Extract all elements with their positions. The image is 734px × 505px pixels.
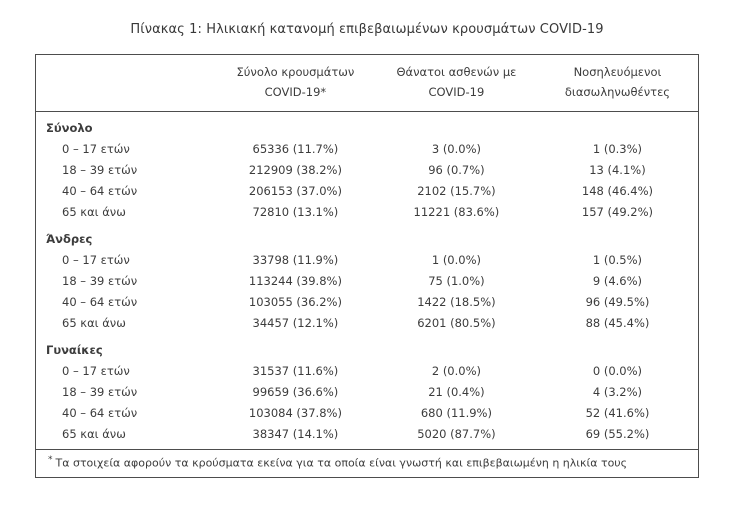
footnote: * Τα στοιχεία αφορούν τα κρούσματα εκείνα… <box>36 449 698 477</box>
cell-value: 6201 (80.5%) <box>417 316 496 331</box>
table-row: 65 και άνω 72810 (13.1%) 11221 (83.6%) 157 … <box>36 202 698 223</box>
section-label: Άνδρες <box>46 232 93 247</box>
row-label: 65 και άνω <box>62 316 126 331</box>
header-col-intubated: Νοσηλευόμενοι διασωληνωθέντες <box>536 55 698 113</box>
section-row: Σύνολο <box>36 112 698 140</box>
cell-value: 99659 (36.6%) <box>252 385 339 400</box>
header-row: Σύνολο κρουσμάτων COVID-19* Θάνατοι ασθε… <box>36 55 698 113</box>
table-row: 18 – 39 ετών 99659 (36.6%) 21 (0.4%) 4 (3.2… <box>36 382 698 403</box>
cell-value: 1422 (18.5%) <box>417 295 496 310</box>
cell-value: 69 (55.2%) <box>585 427 650 442</box>
row-label: 40 – 64 ετών <box>62 406 138 421</box>
cell-value: 157 (49.2%) <box>581 205 654 220</box>
cell-value: 4 (3.2%) <box>592 385 643 400</box>
row-label: 65 και άνω <box>62 205 126 220</box>
row-label: 0 – 17 ετών <box>62 142 130 157</box>
table-row: 18 – 39 ετών 212909 (38.2%) 96 (0.7%) 13 (4… <box>36 160 698 181</box>
table-row: 0 – 17 ετών 31537 (11.6%) 2 (0.0%) 0 (0.0%) <box>36 361 698 382</box>
table-row: 40 – 64 ετών 206153 (37.0%) 2102 (15.7%) 14… <box>36 181 698 202</box>
section-label: Σύνολο <box>46 121 93 136</box>
section-row: Άνδρες <box>36 223 698 250</box>
header-line: Νοσηλευόμενοι <box>573 65 662 79</box>
cell-value: 11221 (83.6%) <box>413 205 500 220</box>
cell-value: 65336 (11.7%) <box>252 142 339 157</box>
header-line: COVID-19* <box>264 85 327 100</box>
cell-value: 33798 (11.9%) <box>252 253 339 268</box>
cell-value: 103055 (36.2%) <box>248 295 342 310</box>
row-label: 0 – 17 ετών <box>62 364 130 379</box>
header-line: διασωληνωθέντες <box>564 85 671 100</box>
cell-value: 2102 (15.7%) <box>417 184 496 199</box>
cell-value: 21 (0.4%) <box>428 385 485 400</box>
header-line: Θάνατοι ασθενών με <box>396 65 517 79</box>
cell-value: 13 (4.1%) <box>589 163 646 178</box>
cell-value: 680 (11.9%) <box>420 406 492 421</box>
header-line: Σύνολο κρουσμάτων <box>236 65 355 79</box>
table-row: 0 – 17 ετών 33798 (11.9%) 1 (0.0%) 1 (0.5%) <box>36 250 698 271</box>
table-container: Σύνολο κρουσμάτων COVID-19* Θάνατοι ασθε… <box>35 54 699 478</box>
row-label: 65 και άνω <box>62 427 126 442</box>
table-row: 40 – 64 ετών 103055 (36.2%) 1422 (18.5%) 96… <box>36 292 698 313</box>
cell-value: 148 (46.4%) <box>581 184 654 199</box>
cell-value: 96 (0.7%) <box>428 163 485 178</box>
cell-value: 1 (0.0%) <box>431 253 482 268</box>
row-label: 18 – 39 ετών <box>62 274 138 289</box>
cell-value: 52 (41.6%) <box>585 406 650 421</box>
header-line: COVID-19 <box>428 85 485 100</box>
cell-value: 34457 (12.1%) <box>252 316 339 331</box>
row-label: 0 – 17 ετών <box>62 253 130 268</box>
row-label: 40 – 64 ετών <box>62 184 138 199</box>
table-row: 65 και άνω 34457 (12.1%) 6201 (80.5%) 88 (4… <box>36 313 698 334</box>
cell-value: 1 (0.3%) <box>592 142 643 157</box>
cell-value: 0 (0.0%) <box>592 364 643 379</box>
table-body: Σύνολο 0 – 17 ετών 65336 (11.7%) 3 (0.0%) 1 … <box>36 112 698 450</box>
cell-value: 2 (0.0%) <box>431 364 482 379</box>
row-label: 18 – 39 ετών <box>62 163 138 178</box>
cell-value: 31537 (11.6%) <box>252 364 339 379</box>
section-label: Γυναίκες <box>46 343 103 358</box>
cell-value: 3 (0.0%) <box>431 142 482 157</box>
header-col-total-cases: Σύνολο κρουσμάτων COVID-19* <box>214 55 376 113</box>
footnote-marker: * <box>48 455 53 466</box>
cell-value: 96 (49.5%) <box>585 295 650 310</box>
cell-value: 212909 (38.2%) <box>248 163 342 178</box>
cell-value: 103084 (37.8%) <box>248 406 342 421</box>
cell-value: 72810 (13.1%) <box>252 205 339 220</box>
cell-value: 113244 (39.8%) <box>248 274 342 289</box>
table-row: 0 – 17 ετών 65336 (11.7%) 3 (0.0%) 1 (0.3%) <box>36 139 698 160</box>
row-label: 40 – 64 ετών <box>62 295 138 310</box>
table-row: 65 και άνω 38347 (14.1%) 5020 (87.7%) 69 (5… <box>36 424 698 449</box>
cell-value: 75 (1.0%) <box>428 274 485 289</box>
covid-age-table: Σύνολο κρουσμάτων COVID-19* Θάνατοι ασθε… <box>36 55 698 449</box>
section-row: Γυναίκες <box>36 334 698 361</box>
header-empty-cell <box>36 55 215 113</box>
cell-value: 88 (45.4%) <box>585 316 650 331</box>
table-row: 40 – 64 ετών 103084 (37.8%) 680 (11.9%) 52 … <box>36 403 698 424</box>
table-title: Πίνακας 1: Ηλικιακή κατανομή επιβεβαιωμέ… <box>130 22 604 37</box>
footnote-text: Τα στοιχεία αφορούν τα κρούσματα εκείνα … <box>55 456 628 470</box>
header-col-deaths: Θάνατοι ασθενών με COVID-19 <box>375 55 537 113</box>
cell-value: 38347 (14.1%) <box>252 427 339 442</box>
cell-value: 1 (0.5%) <box>592 253 643 268</box>
table-row: 18 – 39 ετών 113244 (39.8%) 75 (1.0%) 9 (4.… <box>36 271 698 292</box>
row-label: 18 – 39 ετών <box>62 385 138 400</box>
cell-value: 206153 (37.0%) <box>248 184 342 199</box>
cell-value: 9 (4.6%) <box>592 274 643 289</box>
cell-value: 5020 (87.7%) <box>417 427 496 442</box>
